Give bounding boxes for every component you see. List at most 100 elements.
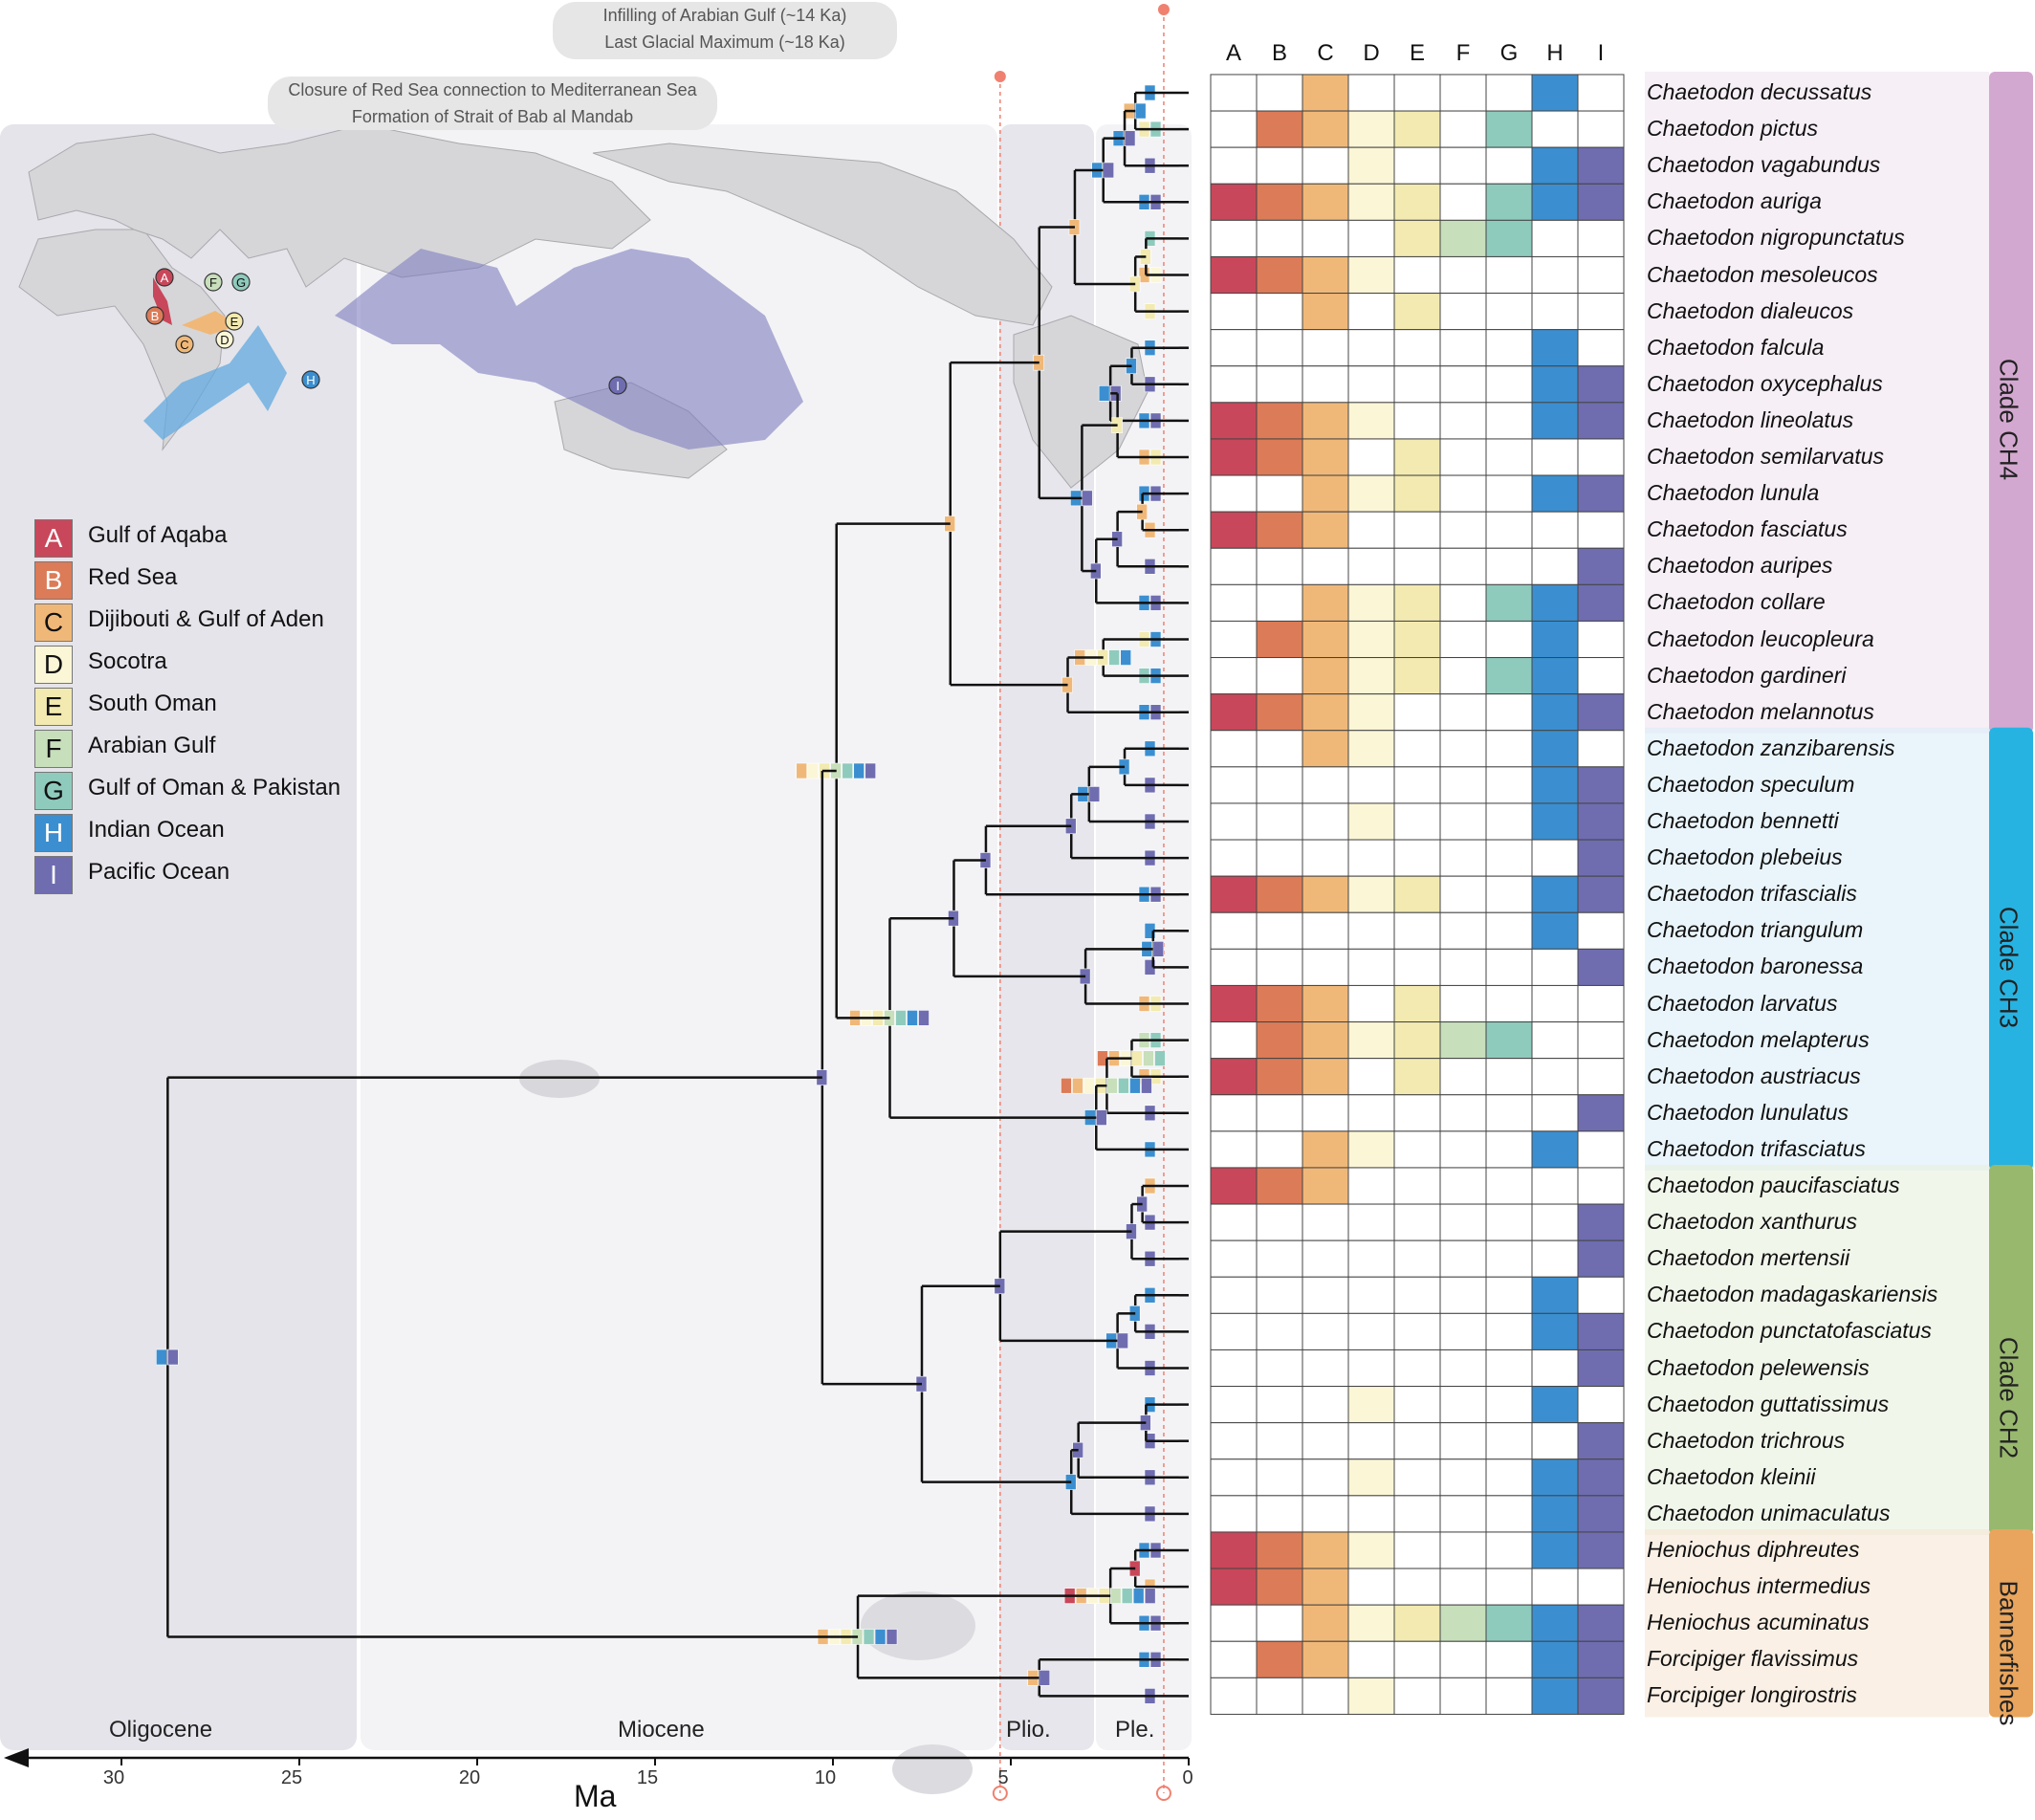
map-pin-label: I: [616, 379, 620, 393]
matrix-cell: [1531, 839, 1579, 877]
matrix-cell: [1393, 1239, 1441, 1278]
matrix-cell: [1256, 329, 1303, 367]
matrix-cell: [1577, 1604, 1625, 1642]
matrix-cell: [1302, 875, 1349, 913]
matrix-cell: [1347, 875, 1395, 913]
axis-tick-label: 5: [997, 1767, 1009, 1788]
matrix-cell: [1577, 875, 1625, 913]
epoch-band-pliocene: [999, 124, 1094, 1750]
matrix-cell: [1577, 1239, 1625, 1278]
matrix-cell: [1302, 1130, 1349, 1169]
ancestral-range-box: [1061, 1077, 1072, 1094]
region-red-sea: [153, 277, 172, 325]
matrix-cell: [1393, 1058, 1441, 1096]
matrix-cell: [1531, 511, 1579, 549]
region-gulf-aden: [182, 311, 239, 335]
map-pin: [204, 273, 223, 292]
map-pin: [145, 306, 164, 325]
matrix-cell: [1485, 365, 1533, 404]
continent-south-america: [1013, 315, 1149, 489]
matrix-col-header-e: E: [1409, 40, 1425, 66]
matrix-cell: [1531, 1349, 1579, 1388]
matrix-cell: [1347, 1130, 1395, 1169]
ancestral-range-box: [1082, 490, 1093, 507]
matrix-cell: [1347, 730, 1395, 768]
matrix-cell: [1302, 1604, 1349, 1642]
matrix-cell: [1256, 1568, 1303, 1606]
species-name: Chaetodon dialeucos: [1647, 297, 1854, 323]
matrix-cell: [1393, 1167, 1441, 1205]
species-name: Chaetodon pelewensis: [1647, 1354, 1870, 1380]
matrix-cell: [1531, 1531, 1579, 1569]
matrix-cell: [1302, 110, 1349, 148]
matrix-cell: [1393, 402, 1441, 440]
matrix-cell: [1347, 402, 1395, 440]
ancestral-range-box: [1072, 1077, 1083, 1094]
matrix-cell: [1256, 839, 1303, 877]
matrix-cell: [1439, 1677, 1487, 1715]
matrix-cell: [1531, 329, 1579, 367]
clade-shade: [1645, 1164, 1989, 1535]
matrix-col-header-b: B: [1271, 40, 1287, 66]
matrix-cell: [1577, 183, 1625, 221]
matrix-cell: [1393, 1349, 1441, 1388]
matrix-cell: [1393, 1094, 1441, 1132]
matrix-cell: [1210, 1568, 1258, 1606]
matrix-cell: [1485, 329, 1533, 367]
matrix-cell: [1256, 730, 1303, 768]
map-pin: [215, 330, 234, 349]
matrix-cell: [1256, 1130, 1303, 1169]
phylogenetic-tree: [156, 84, 1189, 1704]
clade-shade: [1645, 71, 1989, 734]
matrix-cell: [1393, 511, 1441, 549]
species-name: Chaetodon lineolatus: [1647, 406, 1854, 432]
matrix-cell: [1256, 110, 1303, 148]
matrix-cell: [1302, 730, 1349, 768]
matrix-cell: [1347, 547, 1395, 585]
matrix-cell: [1439, 1495, 1487, 1533]
matrix-cell: [1210, 438, 1258, 476]
matrix-cell: [1577, 1386, 1625, 1424]
matrix-cell: [1210, 1349, 1258, 1388]
matrix-cell: [1439, 329, 1487, 367]
matrix-cell: [1531, 1640, 1579, 1678]
matrix-cell: [1577, 402, 1625, 440]
matrix-cell: [1210, 839, 1258, 877]
matrix-cell: [1302, 1386, 1349, 1424]
matrix-cell: [1485, 730, 1533, 768]
matrix-cell: [1210, 511, 1258, 549]
matrix-cell: [1302, 693, 1349, 732]
matrix-cell: [1210, 474, 1258, 513]
clade-shade: [1645, 727, 1989, 1171]
epoch-label-oligocene: Oligocene: [109, 1717, 213, 1743]
matrix-cell: [1393, 875, 1441, 913]
matrix-cell: [1393, 802, 1441, 841]
matrix-cell: [1347, 657, 1395, 695]
matrix-cell: [1393, 984, 1441, 1023]
matrix-cell: [1256, 693, 1303, 732]
species-name: Chaetodon melannotus: [1647, 698, 1874, 724]
epoch-label-pliocene: Plio.: [1006, 1717, 1051, 1743]
map-pin: [225, 312, 244, 331]
matrix-cell: [1531, 146, 1579, 185]
matrix-cell: [1577, 1677, 1625, 1715]
matrix-cell: [1577, 329, 1625, 367]
matrix-cell: [1531, 948, 1579, 986]
matrix-cell: [1531, 1167, 1579, 1205]
matrix-cell: [1302, 1495, 1349, 1533]
matrix-cell: [1302, 1422, 1349, 1460]
matrix-cell: [1210, 1604, 1258, 1642]
matrix-cell: [1210, 1167, 1258, 1205]
matrix-cell: [1347, 620, 1395, 659]
matrix-cell: [1531, 1130, 1579, 1169]
legend-label: Pacific Ocean: [88, 859, 230, 885]
matrix-cell: [1439, 802, 1487, 841]
matrix-cell: [1577, 911, 1625, 950]
matrix-cell: [1393, 255, 1441, 295]
ancestral-range-box: [1134, 102, 1147, 120]
fish-silhouette: [892, 1744, 973, 1794]
matrix-cell: [1256, 583, 1303, 622]
matrix-cell: [1531, 583, 1579, 622]
matrix-cell: [1485, 1130, 1533, 1169]
clade-label-ch3: Clade CH3: [1994, 906, 2024, 1029]
